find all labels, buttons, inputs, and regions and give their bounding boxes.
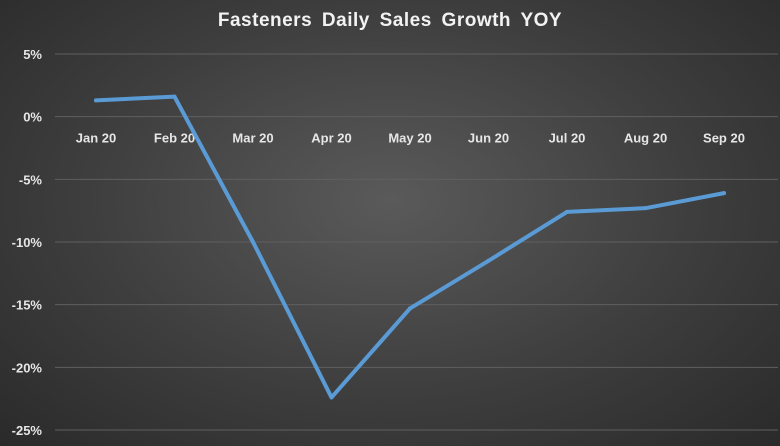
x-tick-label: Mar 20: [232, 131, 273, 146]
x-tick-label: Jun 20: [468, 131, 509, 146]
x-tick-label: Jul 20: [549, 131, 586, 146]
x-axis-ticks: Jan 20 Feb 20 Mar 20 Apr 20 May 20 Jun 20 Jul …: [76, 131, 745, 146]
series-layer: [94, 94, 726, 400]
data-point: [722, 191, 726, 196]
data-point: [329, 395, 334, 400]
data-point: [565, 209, 569, 214]
y-tick-label: 0%: [23, 110, 42, 125]
grid-lines: [55, 53, 778, 431]
y-tick-label: -15%: [12, 298, 43, 313]
x-tick-label: Feb 20: [154, 131, 195, 146]
x-tick-label: Jan 20: [76, 131, 116, 146]
y-tick-label: 5%: [23, 47, 42, 62]
x-tick-label: May 20: [388, 131, 431, 146]
data-point: [408, 306, 412, 311]
data-point: [172, 94, 177, 99]
y-tick-label: -20%: [12, 360, 43, 375]
y-tick-label: -10%: [12, 235, 43, 250]
data-point: [251, 240, 255, 244]
y-tick-label: -25%: [12, 423, 43, 438]
y-axis-ticks: 5% 0% -5% -10% -15% -20% -25%: [12, 47, 43, 438]
x-tick-label: Aug 20: [624, 131, 667, 146]
chart-title: Fasteners Daily Sales Growth YOY: [217, 10, 563, 31]
x-tick-label: Apr 20: [311, 131, 351, 146]
data-point: [643, 206, 648, 211]
x-tick-label: Sep 20: [703, 131, 745, 146]
data-point: [94, 98, 98, 103]
y-tick-label: -5%: [19, 172, 43, 187]
data-point: [486, 258, 491, 263]
